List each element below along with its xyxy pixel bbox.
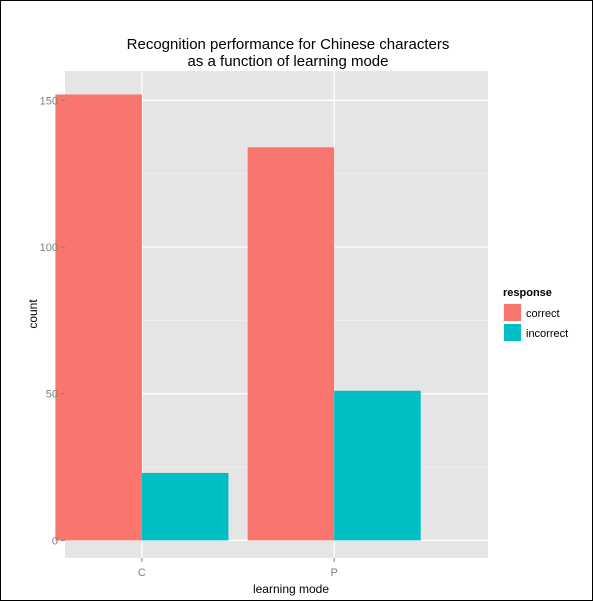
legend-swatch-correct [504, 304, 521, 321]
x-axis-title: learning mode [253, 582, 329, 596]
bar-incorrect-P [334, 390, 421, 541]
legend-title: response [503, 287, 552, 299]
x-tick-label: C [138, 567, 146, 579]
y-tick-label: 150 [40, 95, 58, 107]
legend: response correct incorrect [502, 287, 568, 343]
y-axis-title: count [26, 299, 40, 329]
bars [55, 94, 421, 541]
y-tick-label: 0 [52, 535, 58, 547]
y-tick-label: 50 [46, 389, 58, 401]
bar-correct-C [55, 94, 142, 541]
y-axis: 0 50 100 150 [40, 95, 65, 547]
legend-swatch-incorrect [504, 324, 521, 341]
chart-title-line-1: Recognition performance for Chinese char… [127, 36, 450, 53]
bar-correct-P [247, 147, 335, 541]
chart-title-line-2: as a function of learning mode [188, 53, 389, 70]
legend-label-incorrect: incorrect [526, 328, 568, 340]
bar-incorrect-C [141, 472, 229, 541]
legend-label-correct: correct [526, 308, 560, 320]
y-tick-label: 100 [40, 242, 58, 254]
x-tick-label: P [331, 567, 338, 579]
